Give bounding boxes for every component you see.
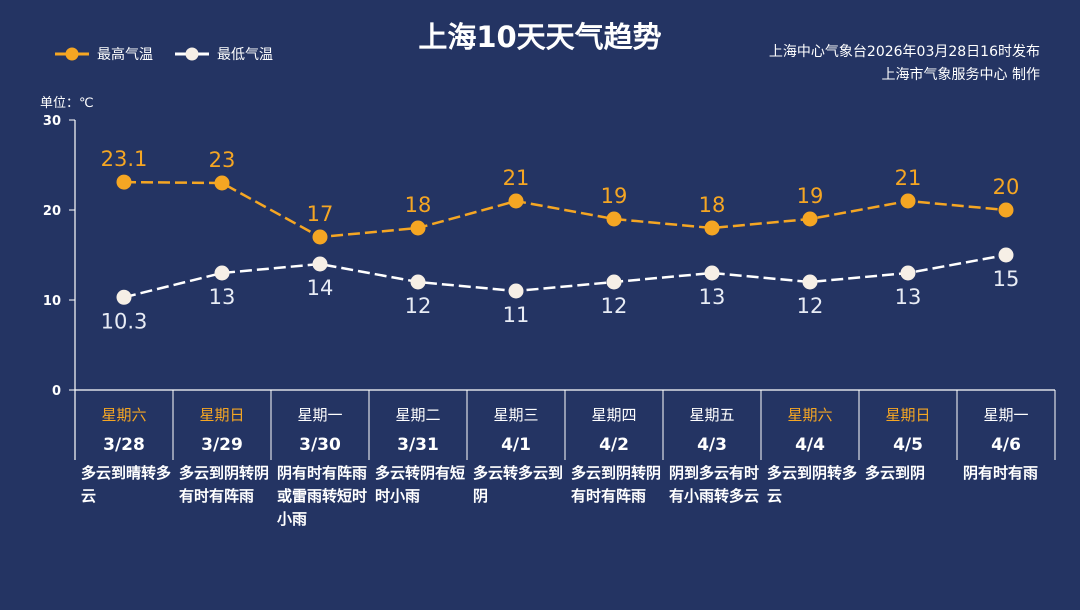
weekday-label: 星期日 [885,406,930,424]
low-temp-label: 13 [209,285,236,309]
high-temp-point [116,174,132,190]
weather-description: 多云到阴 [865,464,926,482]
weather-description: 多云到阴转多云 [767,464,858,505]
high-temp-label: 23.1 [101,147,148,171]
weather-description: 阴有时有阵雨或雷雨转短时小雨 [277,464,368,528]
low-temp-label: 14 [307,276,334,300]
low-temp-point [998,247,1014,263]
low-marker-icon [175,47,209,61]
weekday-label: 星期四 [591,406,636,424]
high-temp-label: 23 [209,148,236,172]
low-temp-label: 12 [601,294,628,318]
low-temp-point [900,265,916,281]
y-tick-label: 10 [43,294,61,309]
low-temp-point [116,289,132,305]
low-temp-line [123,253,1007,299]
issue-time: 上海中心气象台2026年03月28日16时发布 [768,44,1040,60]
high-temp-point [214,175,230,191]
low-temp-point [410,274,426,290]
low-temp-label: 13 [895,285,922,309]
date-label: 3/30 [299,435,341,455]
high-temp-label: 17 [307,202,334,226]
weather-description: 多云转阴有短时小雨 [375,464,466,505]
high-temp-point [312,229,328,245]
y-tick-label: 20 [43,204,61,219]
date-label: 4/3 [697,435,727,455]
legend-label-low: 最低气温 [217,47,273,63]
low-temp-point [214,265,230,281]
legend-item-high: 最高气温 [55,44,153,64]
high-temp-label: 18 [699,193,726,217]
producer: 上海市气象服务中心 制作 [881,67,1040,83]
y-tick-label: 0 [52,384,61,399]
date-label: 4/1 [501,435,531,455]
weekday-label: 星期二 [395,406,440,424]
high-temp-point [802,211,818,227]
high-temp-line [123,180,1007,239]
weekday-label: 星期五 [689,406,734,424]
weather-description: 阴有时有雨 [963,464,1039,482]
weather-description: 多云到阴转阴有时有阵雨 [179,464,270,505]
weekday-label: 星期六 [787,406,832,424]
date-label: 3/31 [397,435,439,455]
low-temp-point [606,274,622,290]
high-temp-label: 21 [895,166,922,190]
high-temp-point [410,220,426,236]
high-temp-point [998,202,1014,218]
weekday-label: 星期六 [101,406,146,424]
weather-description: 多云到阴转阴有时有阵雨 [571,464,662,505]
legend-item-low: 最低气温 [175,44,273,64]
legend: 最高气温 最低气温 [55,44,273,64]
weekday-label: 星期三 [493,406,538,424]
date-label: 4/6 [991,435,1021,455]
date-label: 4/4 [795,435,825,455]
high-temp-label: 19 [601,184,628,208]
issuer-info: 上海中心气象台2026年03月28日16时发布 上海市气象服务中心 制作 [769,41,1040,87]
high-temp-label: 18 [405,193,432,217]
high-temp-label: 20 [993,175,1020,199]
low-temp-point [802,274,818,290]
weekday-label: 星期日 [199,406,244,424]
low-temp-label: 15 [993,267,1020,291]
low-temp-point [704,265,720,281]
high-temp-point [704,220,720,236]
date-label: 4/2 [599,435,629,455]
low-temp-label: 12 [405,294,432,318]
low-temp-label: 10.3 [101,309,148,333]
weather-description: 阴到多云有时有小雨转多云 [669,464,760,505]
date-label: 4/5 [893,435,923,455]
low-temp-point [312,256,328,272]
low-temp-label: 11 [503,303,530,327]
low-temp-label: 13 [699,285,726,309]
weather-description: 多云到晴转多云 [81,464,172,505]
low-temp-label: 12 [797,294,824,318]
low-temp-point [508,283,524,299]
y-tick-label: 30 [43,114,61,129]
page-title: 上海10天天气趋势 [418,20,662,54]
high-temp-label: 19 [797,184,824,208]
weekday-label: 星期一 [297,406,342,424]
weekday-label: 星期一 [983,406,1028,424]
date-label: 3/28 [103,435,145,455]
weather-descriptions: 多云到晴转多云 多云到阴转阴有时有阵雨 阴有时有阵雨或雷雨转短时小雨 多云转阴有短时小… [75,462,1055,531]
high-temp-point [900,193,916,209]
high-temp-label: 21 [503,166,530,190]
high-temp-point [606,211,622,227]
legend-label-high: 最高气温 [97,47,153,63]
unit-label: 单位：℃ [40,96,94,111]
high-temp-point [508,193,524,209]
date-label: 3/29 [201,435,243,455]
high-marker-icon [55,47,89,61]
weather-description: 多云转多云到阴 [473,464,564,505]
